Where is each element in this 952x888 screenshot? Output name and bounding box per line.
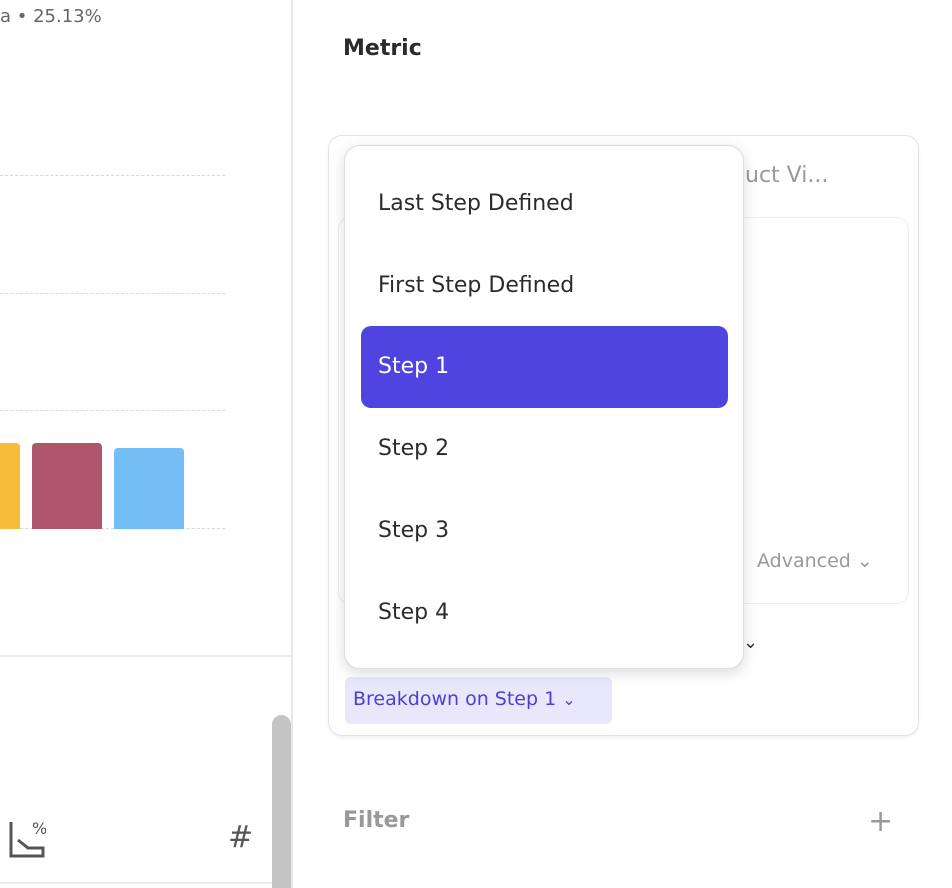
divider	[0, 882, 272, 884]
chart-pane: a • 25.13% % #	[0, 0, 293, 888]
event-name-text: uct Vi...	[745, 163, 829, 188]
breakdown-label: Breakdown on Step 1	[353, 688, 557, 710]
chart-percent-icon[interactable]: %	[8, 818, 47, 866]
conversion-stat: a • 25.13%	[0, 6, 102, 27]
gridline	[0, 528, 225, 529]
gridline	[0, 175, 225, 176]
gridline	[0, 410, 225, 411]
divider	[0, 655, 291, 657]
step-dropdown-menu: Last Step Defined First Step Defined Ste…	[344, 145, 744, 669]
metric-title: Metric	[343, 36, 422, 61]
menu-item-step-4[interactable]: Step 4	[378, 600, 450, 625]
breakdown-button[interactable]: Breakdown on Step 1 ⌄	[345, 677, 612, 724]
menu-item-step-1[interactable]: Step 1	[361, 326, 728, 408]
gridline	[0, 293, 225, 294]
svg-text:%: %	[32, 819, 46, 838]
metric-card	[328, 135, 919, 736]
filter-heading: Filter	[343, 808, 410, 833]
advanced-toggle[interactable]: Advanced ⌄	[757, 550, 873, 572]
chevron-down-icon: ⌄	[856, 550, 873, 572]
chart-bar[interactable]	[114, 447, 184, 529]
chevron-down-icon: ⌄	[562, 690, 576, 709]
chart-bar[interactable]	[32, 442, 102, 529]
scrollbar[interactable]	[272, 715, 291, 888]
menu-item-last-step-defined[interactable]: Last Step Defined	[378, 191, 574, 216]
menu-item-step-2[interactable]: Step 2	[378, 436, 450, 461]
add-filter-button[interactable]: +	[868, 804, 894, 839]
advanced-label: Advanced	[757, 550, 851, 572]
menu-item-step-3[interactable]: Step 3	[378, 518, 450, 543]
chart-bar[interactable]	[0, 442, 20, 529]
menu-item-first-step-defined[interactable]: First Step Defined	[378, 273, 575, 298]
chevron-down-icon[interactable]: ⌄	[743, 632, 759, 653]
hash-icon[interactable]: #	[228, 820, 254, 855]
